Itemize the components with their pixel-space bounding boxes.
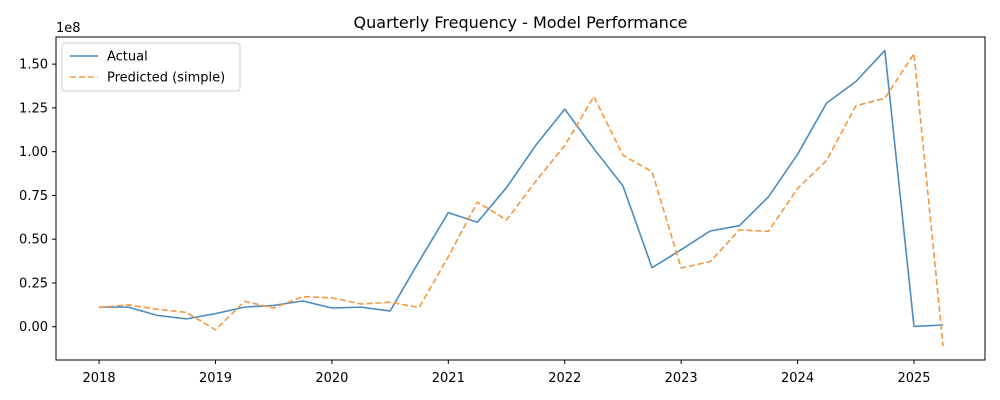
y-tick-label: 0.75 [19, 189, 48, 204]
x-tick-label: 2018 [83, 371, 116, 386]
y-tick-label: 1.25 [19, 101, 48, 116]
legend-label: Predicted (simple) [107, 71, 225, 86]
x-tick-label: 2020 [315, 371, 348, 386]
legend-label: Actual [107, 50, 148, 65]
axis-ticks: 2018 2019 2020 2021 2022 2023 2024 2025 0.00 0.25… [19, 58, 930, 386]
x-tick-label: 2023 [665, 371, 698, 386]
legend: Actual Predicted (simple) [61, 42, 241, 92]
x-tick-label: 2021 [432, 371, 465, 386]
series-line-2 [98, 52, 944, 347]
chart-title: Quarterly Frequency - Model Performance [354, 13, 688, 32]
y-tick-label: 1.00 [19, 145, 48, 160]
axes-frame [55, 36, 986, 361]
y-tick-label: 0.00 [19, 320, 48, 335]
x-tick-label: 2024 [781, 371, 814, 386]
y-tick-label: 1.50 [19, 58, 48, 73]
series-line-1 [99, 49, 944, 328]
x-tick-label: 2025 [897, 371, 930, 386]
y-tick-label: 0.50 [19, 233, 48, 248]
y-axis-offset-label: 1e8 [56, 21, 81, 36]
y-tick-label: 0.25 [19, 276, 48, 291]
x-tick-label: 2022 [548, 371, 581, 386]
plot-area [98, 49, 944, 347]
legend-box [61, 42, 241, 92]
x-tick-label: 2019 [199, 371, 232, 386]
